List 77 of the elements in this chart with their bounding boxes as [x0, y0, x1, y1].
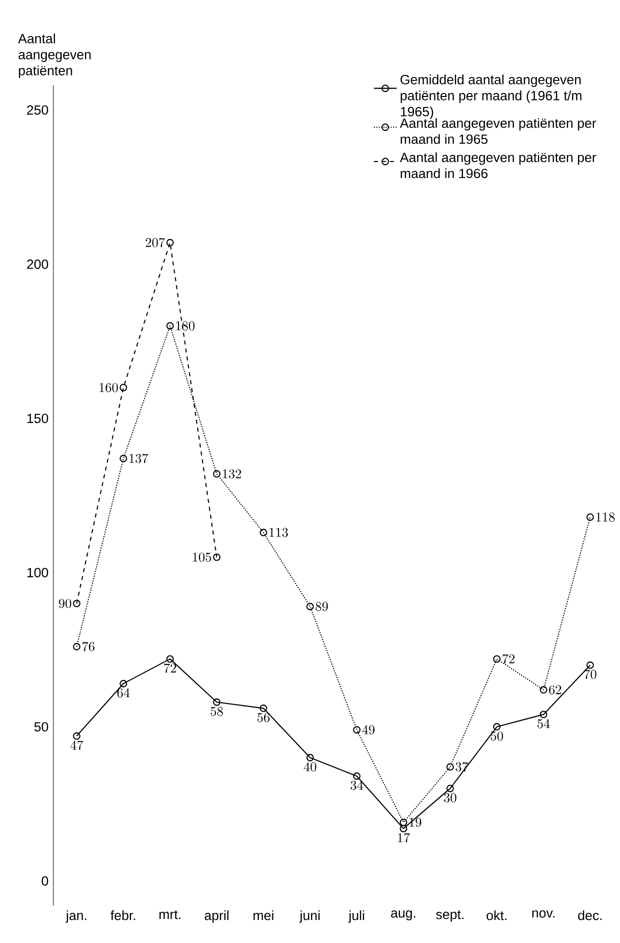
- data-label: 207: [146, 238, 165, 248]
- y-tick-label: 150: [27, 414, 48, 424]
- data-label: 76: [82, 642, 94, 652]
- point: [212, 553, 220, 561]
- data-label: 30: [444, 793, 456, 802]
- x-tick-label: dec.: [578, 910, 602, 920]
- point: [446, 763, 454, 771]
- point: [586, 513, 594, 521]
- point: [120, 454, 128, 462]
- x-tick-label: nov.: [532, 910, 554, 918]
- data-label: 89: [316, 602, 328, 612]
- point: [166, 238, 174, 246]
- x-tick-label: okt.: [486, 910, 506, 920]
- y-tick-label: 100: [27, 568, 48, 578]
- data-label: 113: [270, 528, 288, 538]
- y-tick-label: 250: [26, 105, 48, 115]
- data-label: 160: [99, 382, 118, 392]
- point: [166, 322, 174, 330]
- point: [306, 754, 314, 762]
- x-tick-label: jan.: [66, 910, 86, 923]
- point: [260, 528, 268, 536]
- point: [586, 661, 594, 669]
- point: [306, 602, 314, 610]
- point: [400, 818, 408, 826]
- x-tick-label: juli: [348, 910, 364, 923]
- x-tick-label: sept.: [436, 910, 464, 922]
- point: [493, 655, 500, 663]
- data-label: 137: [129, 454, 148, 464]
- legend-label: Aantal aangegeven patiënten per maand in 1965: [400, 118, 596, 144]
- data-label: 17: [398, 833, 410, 842]
- point: [212, 698, 220, 706]
- point: [120, 680, 128, 688]
- x-tick-label: febr.: [110, 910, 136, 920]
- legend-label: Gemiddeld aantal aangegeven patiënten per maand (1961 t/m 1965): [400, 74, 582, 119]
- data-label: 180: [176, 321, 194, 330]
- data-label: 64: [117, 688, 130, 698]
- y-tick-label: 50: [34, 722, 48, 732]
- data-label: 54: [537, 718, 550, 728]
- point: [540, 710, 548, 718]
- x-tick-label: mrt.: [159, 910, 180, 920]
- data-label: 72: [164, 664, 176, 673]
- data-label: 34: [350, 780, 363, 790]
- point: [166, 655, 174, 663]
- x-tick-label: mei: [253, 910, 274, 920]
- y-tick-label: 200: [26, 260, 48, 269]
- data-label: 56: [257, 712, 270, 722]
- point: [260, 704, 268, 712]
- data-label: 47: [70, 740, 84, 750]
- data-label: 105: [192, 552, 211, 562]
- data-label: 62: [548, 685, 562, 694]
- point: [212, 470, 220, 478]
- point: [72, 642, 80, 650]
- y-axis-title: Aantal aangegeven patiënten: [18, 34, 90, 78]
- data-label: 72: [502, 654, 514, 664]
- x-tick-label: aug.: [390, 910, 416, 920]
- point: [446, 784, 454, 792]
- data-label: 50: [490, 731, 503, 741]
- point: [540, 686, 548, 694]
- data-label: 58: [210, 706, 223, 716]
- point: [400, 824, 408, 832]
- point: [72, 732, 80, 740]
- point: [493, 723, 500, 731]
- x-tick-label: april: [204, 910, 228, 923]
- point: [352, 772, 360, 780]
- point: [72, 600, 80, 608]
- data-label: 19: [410, 818, 422, 827]
- data-label: 90: [58, 598, 72, 608]
- legend-label: Aantal aangegeven patiënten per maand in 1966: [400, 152, 596, 178]
- data-label: 132: [222, 469, 241, 479]
- data-label: 40: [304, 762, 316, 772]
- data-label: 49: [362, 725, 374, 734]
- data-label: 118: [596, 512, 615, 522]
- y-tick-label: 0: [42, 876, 48, 886]
- x-tick-label: juni: [299, 910, 320, 923]
- point: [120, 384, 128, 392]
- data-label: 70: [584, 670, 596, 679]
- point: [352, 726, 360, 734]
